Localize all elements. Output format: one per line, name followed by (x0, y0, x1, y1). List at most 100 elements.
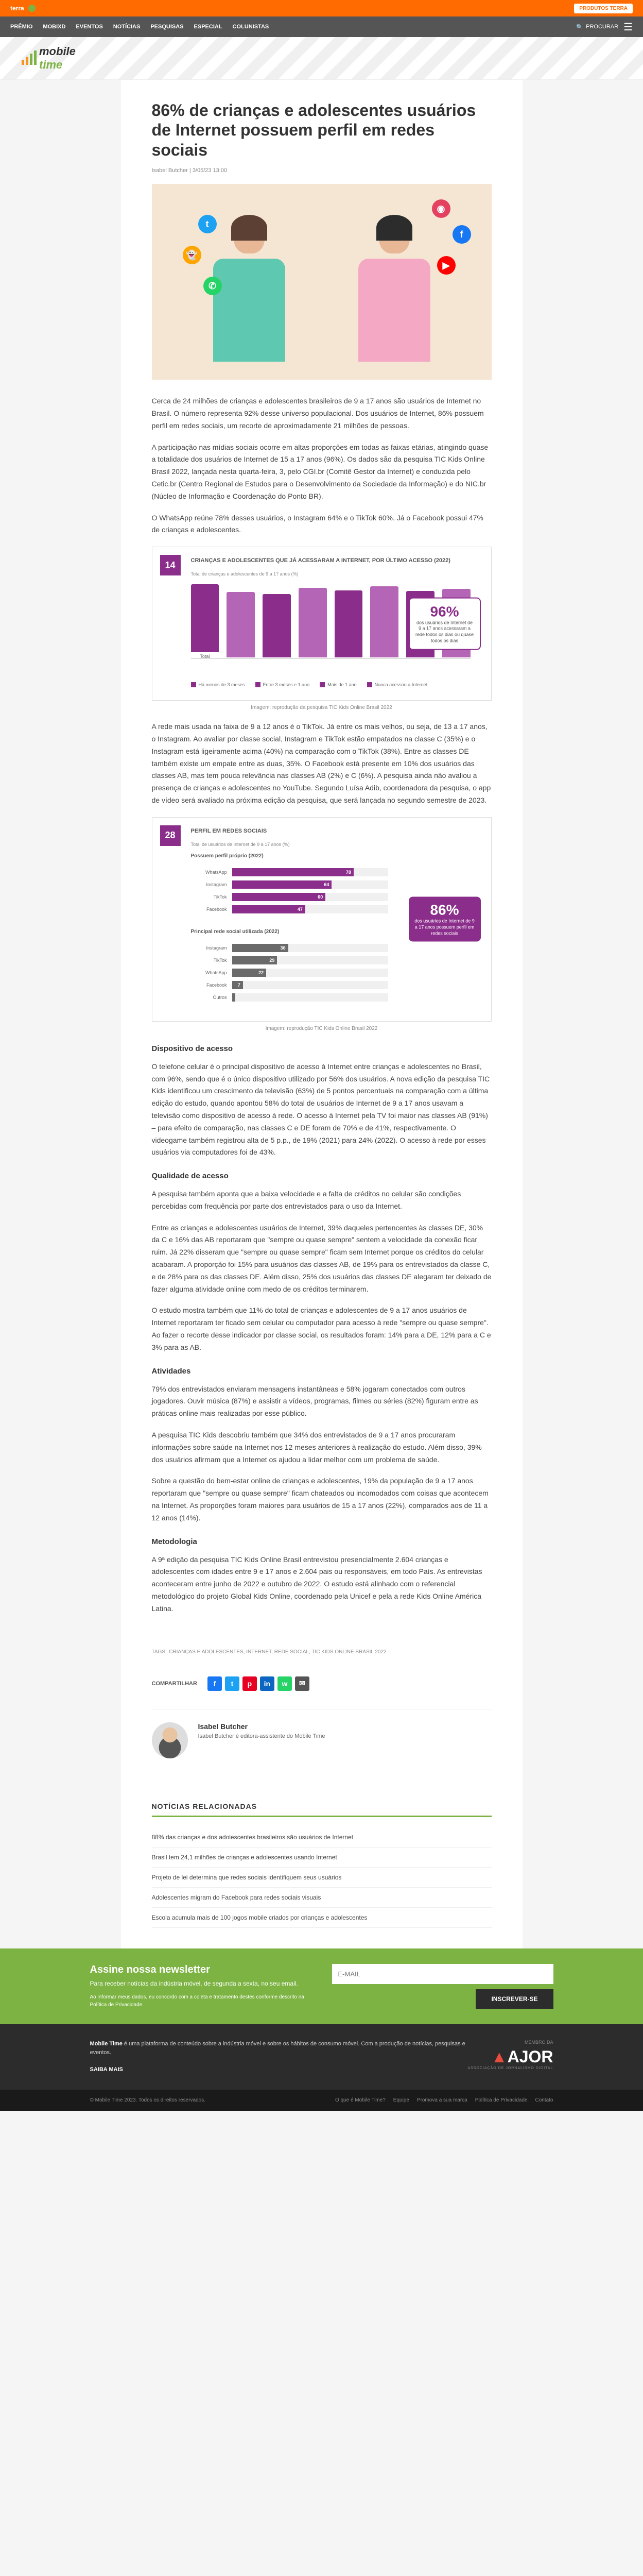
chart-legend-item: Há menos de 3 meses (191, 682, 245, 687)
chart-hbar-track: 47 (232, 905, 388, 913)
instagram-icon: ◉ (432, 199, 450, 218)
membro-da-label: MEMBRO DA (467, 2040, 553, 2045)
chart-2-callout-num: 86% (414, 902, 476, 919)
heading-atividades: Atividades (152, 1367, 492, 1376)
article-meta: Isabel Butcher | 3/05/23 13:00 (152, 167, 492, 174)
paragraph: A pesquisa TIC Kids descobriu também que… (152, 1429, 492, 1466)
share-label: COMPARTILHAR (152, 1681, 197, 1687)
terra-brand[interactable]: terra (10, 5, 36, 12)
chart-1-callout: 96% dos usuários de Internet de 9 a 17 a… (409, 597, 481, 650)
chart-legend-item: Nunca acessou a Internet (367, 682, 428, 687)
logo-bar: mobile time (0, 37, 643, 80)
article-container: 86% de crianças e adolescentes usuários … (121, 80, 523, 1792)
chart-hbar-fill: 60 (232, 893, 326, 901)
site-logo[interactable]: mobile time (21, 45, 622, 72)
chart-1-callout-text: dos usuários de Internet de 9 a 17 anos … (415, 620, 475, 644)
chart-hbar-row: Outros2 (191, 993, 388, 1002)
chart-legend-item: Entre 3 meses e 1 ano (255, 682, 310, 687)
heading-qualidade: Qualidade de acesso (152, 1172, 492, 1180)
paragraph: Sobre a questão do bem-estar online de c… (152, 1475, 492, 1524)
newsletter-form: INSCREVER-SE (332, 1964, 553, 2009)
menu-icon[interactable]: ☰ (623, 21, 633, 33)
chart-bar-group (227, 592, 255, 659)
author-bio: Isabel Butcher é editora-assistente do M… (198, 1733, 325, 1739)
chart-bar-group: Total (191, 584, 219, 659)
paragraph: Cerca de 24 milhões de crianças e adoles… (152, 395, 492, 432)
chart-bar-label: Total (200, 654, 210, 659)
twitter-icon: t (198, 215, 217, 233)
nav-eventos[interactable]: EVENTOS (76, 24, 102, 30)
produtos-terra-button[interactable]: PRODUTOS TERRA (574, 4, 633, 13)
share-linkedin-button[interactable]: in (260, 1676, 274, 1691)
tags-label: TAGS: (152, 1649, 167, 1655)
chart-bar-group (370, 586, 398, 659)
related-item[interactable]: 88% das crianças e dos adolescentes bras… (152, 1827, 492, 1848)
paragraph: O estudo mostra também que 11% do total … (152, 1304, 492, 1353)
tags-list: CRIANÇAS E ADOLESCENTES, INTERNET, REDE … (169, 1649, 386, 1655)
share-email-button[interactable]: ✉ (295, 1676, 309, 1691)
footer-about-text: é uma plataforma de conteúdo sobre a ind… (90, 2041, 465, 2056)
chart-bar-group (299, 588, 327, 659)
footer-link[interactable]: Equipe (393, 2097, 409, 2103)
share-whatsapp-button[interactable]: w (277, 1676, 292, 1691)
paragraph: Entre as crianças e adolescentes usuário… (152, 1222, 492, 1296)
article-body: Cerca de 24 milhões de crianças e adoles… (152, 395, 492, 1615)
related-item[interactable]: Adolescentes migram do Facebook para red… (152, 1888, 492, 1908)
chart-2-callout-text: dos usuários de Internet de 9 a 17 anos … (414, 919, 476, 937)
terra-logo-text: terra (10, 5, 24, 12)
nav-items: PRÊMIO MOBIXD EVENTOS NOTÍCIAS PESQUISAS… (10, 24, 269, 30)
terra-logo-icon (28, 5, 36, 12)
copyright: © Mobile Time 2023. Todos os direitos re… (90, 2097, 206, 2103)
chart-hbar-fill: 29 (232, 956, 277, 964)
email-input[interactable] (332, 1964, 553, 1984)
newsletter-section: Assine nossa newsletter Para receber not… (0, 1948, 643, 2024)
chart-hbar-row: WhatsApp78 (191, 868, 388, 876)
chart-1-legend: Há menos de 3 meses Entre 3 meses e 1 ano… (163, 674, 481, 690)
related-item[interactable]: Projeto de lei determina que redes socia… (152, 1868, 492, 1888)
footer-links: O que é Mobile Time? Equipe Promova a sua … (335, 2097, 553, 2103)
chart-1-caption: Imagem: reprodução da pesquisa TIC Kids … (152, 705, 492, 710)
search-button[interactable]: 🔍 PROCURAR (576, 24, 618, 30)
saiba-mais-link[interactable]: SAIBA MAIS (90, 2065, 123, 2075)
subscribe-button[interactable]: INSCREVER-SE (476, 1989, 553, 2009)
footer-bottom: © Mobile Time 2023. Todos os direitos re… (0, 2090, 643, 2111)
nav-especial[interactable]: ESPECIAL (194, 24, 222, 30)
chart-bar-group (263, 594, 291, 659)
paragraph: O WhatsApp reúne 78% desses usuários, o … (152, 512, 492, 537)
share-facebook-button[interactable]: f (207, 1676, 222, 1691)
footer-ajor: MEMBRO DA ▲AJOR ASSOCIAÇÃO DE JORNALISMO… (467, 2040, 553, 2070)
chart-hbar-row: TikTok29 (191, 956, 388, 964)
nav-noticias[interactable]: NOTÍCIAS (113, 24, 141, 30)
nav-mobixd[interactable]: MOBIXD (43, 24, 65, 30)
chart-2-title: PERFIL EM REDES SOCIAIS (191, 828, 481, 834)
chart-hbar-label: TikTok (191, 894, 232, 900)
newsletter-subtitle: Para receber notícias da indústria móvel… (90, 1980, 311, 1987)
logo-text-time: time (39, 58, 62, 71)
footer-link[interactable]: O que é Mobile Time? (335, 2097, 386, 2103)
nav-colunistas[interactable]: COLUNISTAS (233, 24, 269, 30)
related-item[interactable]: Escola acumula mais de 100 jogos mobile … (152, 1908, 492, 1928)
heading-dispositivo: Dispositivo de acesso (152, 1044, 492, 1053)
whatsapp-icon: ✆ (203, 277, 222, 295)
chart-hbar-track: 29 (232, 956, 388, 964)
share-twitter-button[interactable]: t (225, 1676, 239, 1691)
main-nav: PRÊMIO MOBIXD EVENTOS NOTÍCIAS PESQUISAS… (0, 16, 643, 37)
footer-link[interactable]: Promova a sua marca (417, 2097, 467, 2103)
chart-hbar-row: Instagram64 (191, 880, 388, 889)
footer-link[interactable]: Política de Privacidade (475, 2097, 528, 2103)
footer-link[interactable]: Contato (535, 2097, 553, 2103)
chart-1: 14 CRIANÇAS E ADOLESCENTES QUE JÁ ACESSA… (152, 547, 492, 710)
chart-bar-group (335, 590, 363, 659)
snapchat-icon: 👻 (183, 246, 201, 264)
newsletter-title: Assine nossa newsletter (90, 1964, 311, 1976)
nav-premio[interactable]: PRÊMIO (10, 24, 32, 30)
ajor-subtitle: ASSOCIAÇÃO DE JORNALISMO DIGITAL (467, 2066, 553, 2070)
chart-hbar-label: TikTok (191, 958, 232, 963)
related-item[interactable]: Brasil tem 24,1 milhões de crianças e ad… (152, 1848, 492, 1868)
share-pinterest-button[interactable]: p (242, 1676, 257, 1691)
paragraph: A pesquisa também aponta que a baixa vel… (152, 1188, 492, 1213)
nav-pesquisas[interactable]: PESQUISAS (150, 24, 183, 30)
chart-hbar-fill: 78 (232, 868, 354, 876)
chart-2-subtitle: Total de usuários de Internet de 9 a 17 … (191, 842, 481, 847)
logo-text-mobile: mobile (39, 45, 76, 58)
